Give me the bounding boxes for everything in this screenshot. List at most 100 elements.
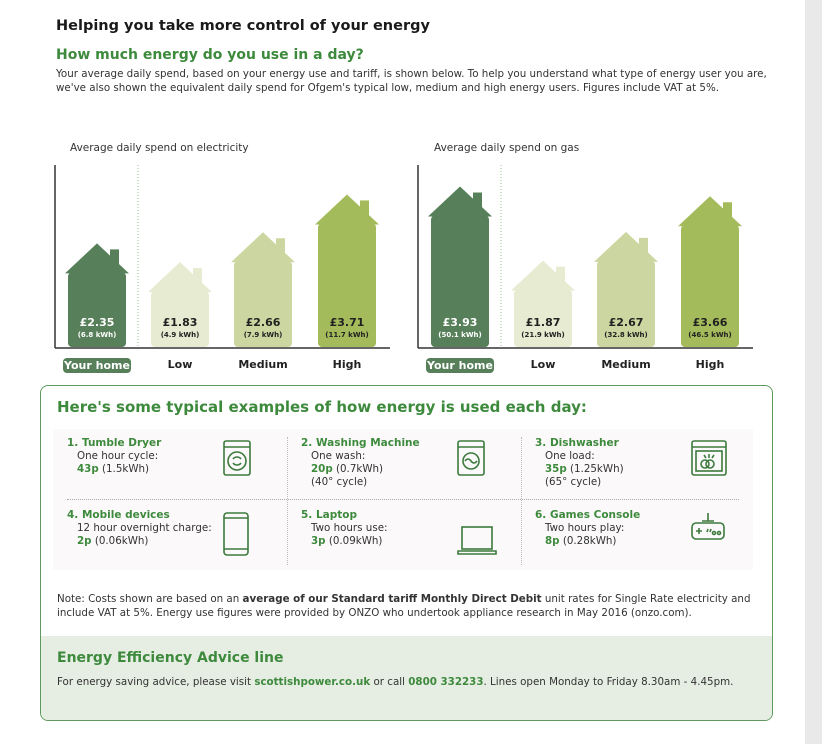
example-cost: 20p <box>311 463 333 475</box>
house-bar-high: £3.66 (46.5 kWh) <box>678 196 742 347</box>
divider <box>287 437 288 565</box>
example-kwh: (0.28kWh) <box>559 535 617 547</box>
laptop-icon <box>457 526 497 555</box>
kwh-label: (46.5 kWh) <box>688 331 731 339</box>
example-name: 3. Dishwasher <box>535 437 619 449</box>
note-bold: average of our Standard tariff Monthly D… <box>242 593 542 605</box>
example-kwh: (0.09kWh) <box>325 535 383 547</box>
kwh-label: (50.1 kWh) <box>438 331 481 339</box>
note-pre: Note: Costs shown are based on an <box>57 593 243 605</box>
example-desc: Two hours play: <box>545 522 625 534</box>
gas-chart: Average daily spend on gas £3.93 (50.1 kW… <box>403 140 763 380</box>
kwh-label: (21.9 kWh) <box>521 331 564 339</box>
example-desc: Two hours use: <box>311 522 388 534</box>
example-cost: 3p <box>311 535 326 547</box>
category-label: Medium <box>238 358 288 371</box>
note-text: Note: Costs shown are based on an averag… <box>57 592 757 620</box>
electricity-chart: Average daily spend on electricity £2.35… <box>40 140 400 380</box>
value-label: £2.66 <box>246 316 281 329</box>
example-extra: (40° cycle) <box>311 476 368 488</box>
divider <box>521 437 522 565</box>
example-kwh: (1.5kWh) <box>98 463 150 475</box>
example-name: 1. Tumble Dryer <box>67 437 162 449</box>
category-label: Low <box>167 358 193 371</box>
example-cost: 35p <box>545 463 567 475</box>
advice-section: Energy Efficiency Advice line For energy… <box>41 636 772 720</box>
mobile-phone-icon <box>223 512 249 556</box>
advice-mid: or call <box>370 676 409 688</box>
kwh-label: (6.8 kWh) <box>78 331 117 339</box>
example-cost-line: 8p (0.28kWh) <box>545 535 616 548</box>
house-bar-high: £3.71 (11.7 kWh) <box>315 194 379 347</box>
house-bar-medium: £2.67 (32.8 kWh) <box>594 231 658 347</box>
section-heading: How much energy do you use in a day? <box>56 47 364 63</box>
advice-pre: For energy saving advice, please visit <box>57 676 255 688</box>
dishwasher-icon <box>691 440 727 476</box>
example-kwh: (0.7kWh) <box>332 463 384 475</box>
value-label: £3.93 <box>443 316 478 329</box>
website-link[interactable]: scottishpower.co.uk <box>254 676 371 688</box>
advice-text: For energy saving advice, please visit s… <box>57 676 733 688</box>
chart-title: Average daily spend on gas <box>434 142 580 154</box>
example-cost: 2p <box>77 535 92 547</box>
value-label: £1.87 <box>526 316 561 329</box>
example-name: 5. Laptop <box>301 509 357 521</box>
example-name: 6. Games Console <box>535 509 641 521</box>
category-label: High <box>695 358 725 371</box>
example-item: 6. Games Console Two hours play: 8p (0.2… <box>521 501 754 571</box>
page-title: Helping you take more control of your en… <box>56 18 430 34</box>
page: Helping you take more control of your en… <box>0 0 805 744</box>
example-item: 5. Laptop Two hours use: 3p (0.09kWh) <box>287 501 520 571</box>
category-label: Low <box>530 358 556 371</box>
intro-text: Your average daily spend, based on your … <box>56 68 767 94</box>
example-desc: One hour cycle: <box>77 450 159 462</box>
kwh-label: (4.9 kWh) <box>161 331 200 339</box>
example-kwh: (0.06kWh) <box>91 535 149 547</box>
category-label: Medium <box>601 358 651 371</box>
games-console-icon <box>691 513 725 540</box>
phone-link[interactable]: 0800 332233 <box>408 676 484 688</box>
category-label: Your home <box>63 358 131 373</box>
kwh-label: (7.9 kWh) <box>244 331 283 339</box>
tumble-dryer-icon <box>223 440 251 476</box>
example-item: 2. Washing Machine One wash: 20p (0.7kWh… <box>287 429 520 499</box>
value-label: £2.35 <box>80 316 115 329</box>
example-item: 1. Tumble Dryer One hour cycle: 43p (1.5… <box>53 429 286 499</box>
category-label: High <box>332 358 362 371</box>
advice-post: . Lines open Monday to Friday 8.30am - 4… <box>483 676 734 688</box>
example-cost-line: 35p (1.25kWh) <box>545 463 624 476</box>
category-label: Your home <box>426 358 494 373</box>
house-bar-low: £1.87 (21.9 kWh) <box>511 260 575 347</box>
example-kwh: (1.25kWh) <box>566 463 624 475</box>
chart-title: Average daily spend on electricity <box>70 142 249 154</box>
example-desc: One wash: <box>311 450 366 462</box>
examples-panel: Here's some typical examples of how ener… <box>40 385 773 721</box>
example-name: 2. Washing Machine <box>301 437 420 449</box>
example-item: 3. Dishwasher One load: 35p (1.25kWh) (6… <box>521 429 754 499</box>
value-label: £3.71 <box>330 316 365 329</box>
house-bar-your-home: £2.35 (6.8 kWh) <box>65 243 129 347</box>
example-desc: 12 hour overnight charge: <box>77 522 212 534</box>
examples-grid: 1. Tumble Dryer One hour cycle: 43p (1.5… <box>53 429 753 570</box>
washing-machine-icon <box>457 440 485 476</box>
house-bar-your-home: £3.93 (50.1 kWh) <box>428 186 492 347</box>
kwh-label: (11.7 kWh) <box>325 331 368 339</box>
house-bar-medium: £2.66 (7.9 kWh) <box>231 232 295 347</box>
example-extra: (65° cycle) <box>545 476 602 488</box>
example-item: 4. Mobile devices 12 hour overnight char… <box>53 501 286 571</box>
value-label: £2.67 <box>609 316 644 329</box>
value-label: £1.83 <box>163 316 198 329</box>
example-cost-line: 43p (1.5kWh) <box>77 463 149 476</box>
example-cost-line: 2p (0.06kWh) <box>77 535 148 548</box>
example-desc: One load: <box>545 450 595 462</box>
note-post: unit rates for Single Rate electricity a… <box>57 593 751 619</box>
example-cost-line: 20p (0.7kWh) <box>311 463 383 476</box>
example-cost-line: 3p (0.09kWh) <box>311 535 382 548</box>
examples-title: Here's some typical examples of how ener… <box>57 398 587 416</box>
example-cost: 43p <box>77 463 99 475</box>
advice-title: Energy Efficiency Advice line <box>57 650 284 666</box>
value-label: £3.66 <box>693 316 728 329</box>
house-bar-low: £1.83 (4.9 kWh) <box>148 262 212 347</box>
divider <box>67 499 739 500</box>
example-cost: 8p <box>545 535 560 547</box>
